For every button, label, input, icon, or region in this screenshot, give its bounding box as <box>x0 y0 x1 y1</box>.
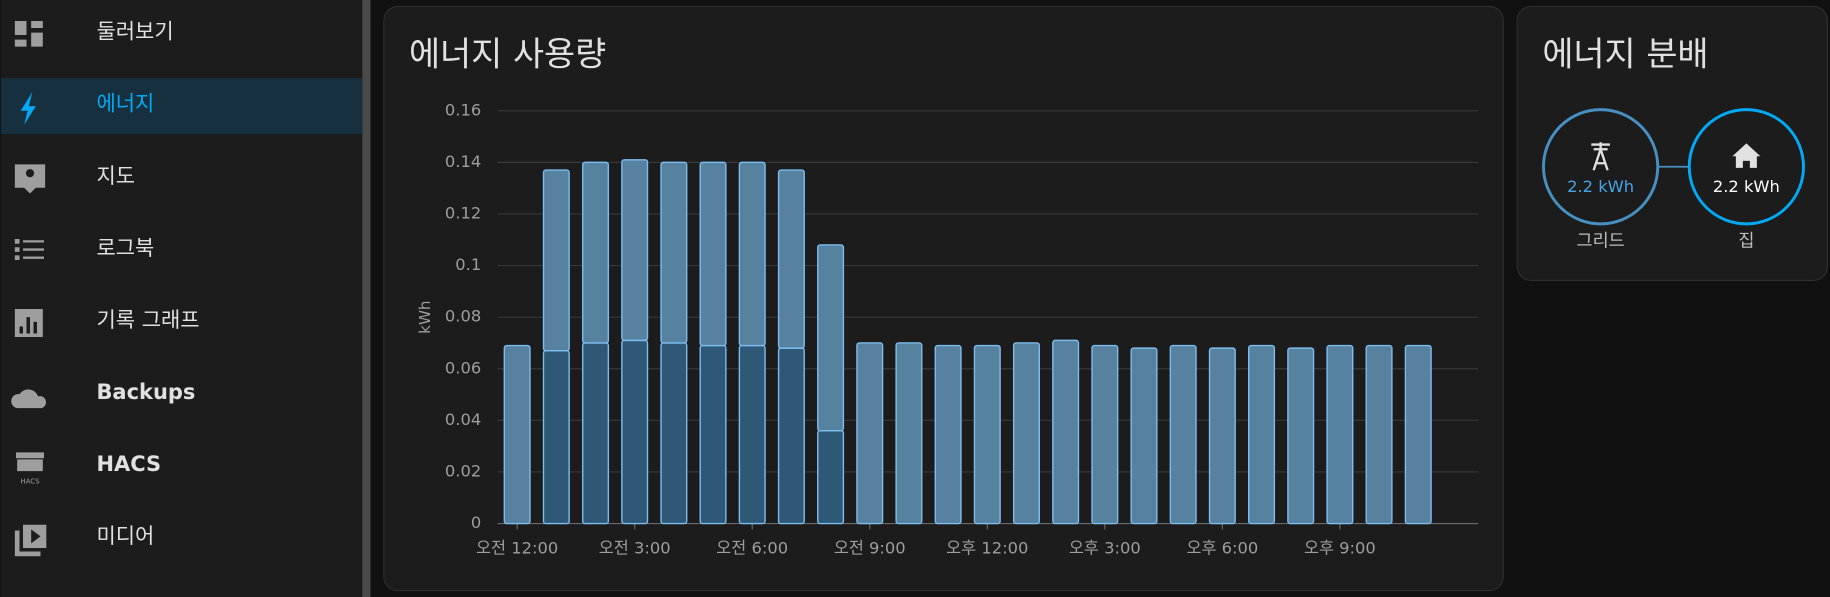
x-tick-label: 오전 6:00 <box>716 539 788 558</box>
home-node[interactable] <box>1687 108 1805 226</box>
icon-media <box>14 524 47 557</box>
bar <box>621 339 649 525</box>
bar <box>581 161 610 344</box>
y-tick-label: 0 <box>471 513 481 532</box>
x-tick-label: 오후 6:00 <box>1186 539 1258 558</box>
bar <box>542 169 570 352</box>
chart: 0 0.02 0.04 0.06 0.08 0.1 0.12 0.14 0.16 오전 12:00… <box>445 100 1479 558</box>
bar <box>503 344 531 525</box>
grid-value: 2.2 kWh <box>1567 177 1634 196</box>
y-tick-label: 0.16 <box>445 100 481 119</box>
home-value: 2.2 kWh <box>1713 177 1780 196</box>
sidebar-item[interactable]: 기록 그래프 <box>96 308 199 332</box>
bar <box>581 342 610 525</box>
bar <box>1326 344 1354 525</box>
sidebar-item[interactable]: 지도 <box>96 164 135 188</box>
bar <box>817 244 845 432</box>
bar <box>660 342 688 525</box>
distribution-title: 에너지 분배 <box>1542 34 1708 73</box>
y-tick-label: 0.02 <box>445 461 481 480</box>
icon-overview <box>14 20 43 47</box>
bar <box>738 344 766 525</box>
icon-media-play <box>31 529 41 544</box>
y-tick-label: 0.12 <box>445 203 481 222</box>
bar <box>895 342 923 525</box>
y-tick-label: 0.14 <box>445 152 481 171</box>
sidebar-item[interactable]: 미디어 <box>96 524 154 548</box>
y-tick-label: 0.04 <box>445 410 481 429</box>
y-tick-label: 0.06 <box>445 358 481 377</box>
bar <box>1091 344 1119 525</box>
bar <box>699 344 727 525</box>
sidebar-item[interactable]: 둘러보기 <box>96 20 173 44</box>
bar <box>817 429 845 525</box>
y-tick-label: 0.1 <box>455 255 481 274</box>
bar <box>738 161 766 347</box>
bar <box>934 344 962 525</box>
icon-hacs <box>16 452 44 472</box>
icon-map <box>14 164 46 194</box>
bar <box>1208 347 1236 525</box>
y-axis-label: kWh <box>416 300 434 333</box>
y-tick-label: 0.08 <box>445 307 481 326</box>
bar <box>856 342 884 525</box>
x-tick-label: 오전 12:00 <box>476 539 558 558</box>
x-tick-label: 오전 3:00 <box>599 539 671 558</box>
x-tick-label: 오후 3:00 <box>1069 539 1141 558</box>
x-tick-label: 오후 9:00 <box>1304 539 1376 558</box>
chart-title: 에너지 사용량 <box>409 34 606 73</box>
bar <box>542 349 570 525</box>
bar <box>973 344 1001 525</box>
bar <box>1365 344 1393 525</box>
icon-history-bars <box>19 317 37 334</box>
bar <box>777 347 805 525</box>
icon-backups <box>11 389 46 409</box>
bar <box>1287 347 1315 525</box>
icons: HACS <box>11 20 47 557</box>
bar <box>1012 342 1040 525</box>
distribution-card <box>1516 5 1828 282</box>
sidebar-item[interactable]: 에너지 <box>96 92 154 116</box>
bar <box>777 169 805 349</box>
grid-node[interactable] <box>1542 108 1660 226</box>
hacs-icon-label: HACS <box>20 478 40 486</box>
grid-label: 그리드 <box>1576 231 1624 251</box>
bar <box>660 161 688 344</box>
home-label: 집 <box>1738 231 1754 251</box>
bar <box>699 161 727 347</box>
bar <box>1130 347 1158 525</box>
grid-icon <box>1591 142 1610 171</box>
selected-row <box>0 78 363 135</box>
bar <box>1169 344 1197 525</box>
bar <box>1404 344 1432 525</box>
bar <box>1052 339 1080 525</box>
x-tick-label: 오후 12:00 <box>946 539 1028 558</box>
sidebar-item[interactable]: 로그북 <box>96 236 154 260</box>
icon-logbook <box>14 239 44 261</box>
sidebar-border <box>362 0 371 597</box>
sidebar-item[interactable]: Backups <box>96 380 195 404</box>
icon-energy <box>20 92 36 125</box>
sidebar-item[interactable]: HACS <box>96 452 161 476</box>
home-icon <box>1732 143 1761 168</box>
bar <box>621 159 649 342</box>
bar <box>1248 344 1276 525</box>
x-tick-label: 오전 9:00 <box>834 539 906 558</box>
